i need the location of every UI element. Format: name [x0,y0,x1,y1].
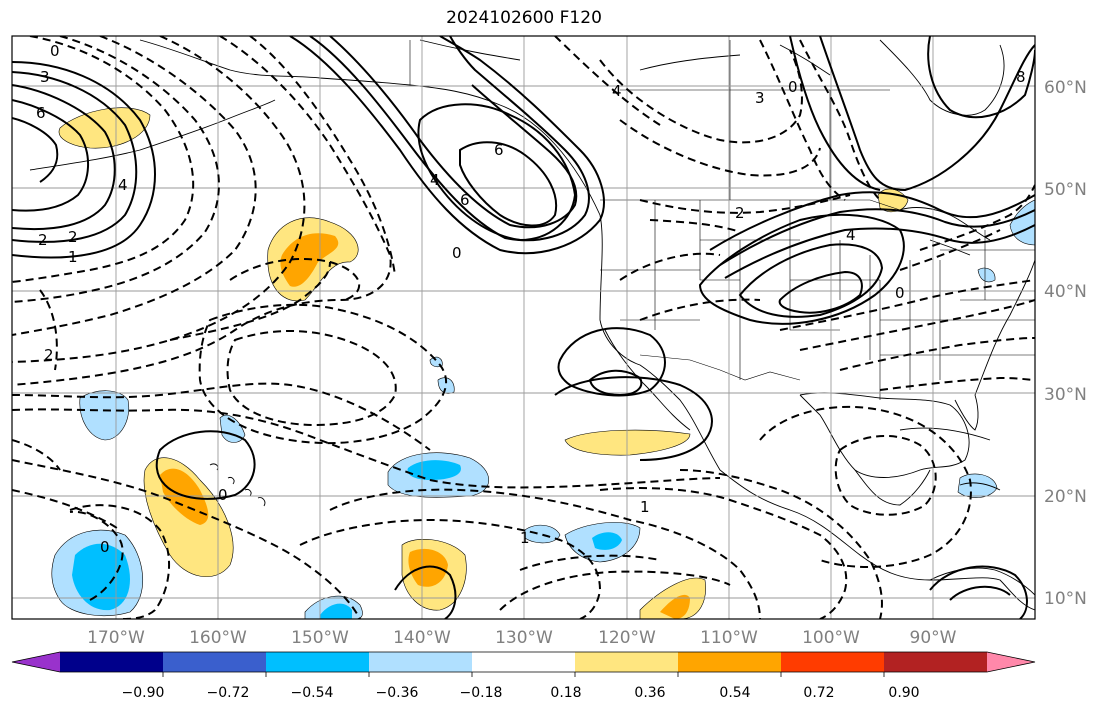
contour-label: 4 [118,176,128,194]
lat-label: 50°N [1044,180,1087,200]
colorbar-tick-label: −0.18 [460,685,503,701]
arctic-islands [419,39,831,76]
longitude-labels: 170°W 160°W 150°W 140°W 130°W 120°W 110°… [87,628,957,648]
us-canada-border [600,199,901,211]
colorbar-segment [369,652,473,672]
positive-anomaly-area [564,429,691,456]
contour-label: 1 [640,498,650,516]
colorbar-tick-label: 0.54 [719,685,750,701]
contour-label: 4 [612,82,622,100]
colorbar-segment [60,652,164,672]
colorbar-extend-low [12,652,60,672]
positive-anomaly-area [639,577,706,619]
contour-label: 4 [846,226,856,244]
lat-label: 40°N [1044,282,1087,302]
contour-label: 0 [100,538,110,556]
contour-label: 3 [755,89,765,107]
colorbar-segment [575,652,679,672]
aleutian-islands [29,99,276,171]
contour-label: 0 [788,78,798,96]
negative-anomaly-core [320,603,352,619]
lon-label: 90°W [910,628,957,648]
negative-anomaly-core [592,532,622,550]
colorbar-tick-label: 0.72 [803,685,834,701]
contour-label: 4 [430,171,440,189]
positive-anomaly-core [660,594,690,619]
contour-label: 6 [494,141,504,159]
contour-label: 0 [895,284,905,302]
colorbar-outline [11,651,1036,673]
colorbar-tick-label: −0.36 [376,685,419,701]
colorbar-segment [678,652,782,672]
colorbar-segment [472,652,576,672]
colorbar [11,651,1036,677]
colorbar-segment [163,652,267,672]
contour-label: 0 [50,42,60,60]
colorbar-segment [781,652,885,672]
us-mexico-border [639,354,801,381]
negative-anomaly-area [957,473,998,498]
positive-contours [12,36,1035,619]
cuba [899,427,991,441]
lon-label: 150°W [291,628,349,648]
lat-label: 20°N [1044,487,1087,507]
colorbar-tick-label: 0.90 [888,685,919,701]
colorbar-tick-label: −0.90 [122,685,165,701]
colorbar-tick-label: 0.36 [634,685,665,701]
lon-label: 130°W [495,628,553,648]
great-lakes-2 [929,239,971,256]
map-content: 0 3 6 4 2 1 2 6 4 0 8 0 4 3 2 6 4 0 1 2 … [12,36,1035,619]
contour-label: 0 [452,244,462,262]
latitude-labels: 60°N 50°N 40°N 30°N 20°N 10°N [1044,78,1087,609]
contour-label: 2 [38,231,48,249]
colorbar-segment [884,652,988,672]
positive-anomaly-core [408,548,448,587]
yucatan [854,469,931,506]
lon-label: 100°W [802,628,860,648]
contour-label: 2 [44,346,54,364]
negative-anomaly-area [79,390,130,441]
lon-label: 110°W [700,628,758,648]
gridlines [12,36,1035,619]
colorbar-ticks: −0.90 −0.72 −0.54 −0.36 −0.18 0.18 0.36 … [122,685,920,701]
colorbar-segment [266,652,370,672]
contour-label: 2 [735,204,745,222]
map-frame [11,35,1036,620]
central-america [929,567,1035,596]
lon-label: 170°W [87,628,145,648]
contour-label: 6 [36,104,46,122]
contour-label: 1 [68,248,78,266]
florida [954,394,979,431]
caribbean [959,482,1001,491]
negative-anomaly-core [407,460,461,480]
contour-label: 0 [218,486,228,504]
contour-labels: 0 3 6 4 2 1 2 6 4 0 8 0 4 3 2 6 4 0 1 2 … [36,42,1026,556]
lat-label: 30°N [1044,385,1087,405]
negative-contours [12,36,1035,619]
negative-anomaly-area [524,524,561,544]
colorbar-extend-high [987,652,1035,672]
contour-label: 3 [40,68,50,86]
baja-peninsula [604,329,691,431]
colorbar-tick-label: −0.72 [207,685,250,701]
contour-label: 8 [1016,68,1026,86]
negative-anomaly-core [72,543,130,611]
contour-label: 1 [520,529,530,547]
hawaii [209,463,266,507]
colorbar-tick-label: −0.54 [291,685,334,701]
lat-label: 60°N [1044,78,1087,98]
east-coast [974,259,1035,396]
colorbar-tick-label: 0.18 [550,685,581,701]
contour-label: 6 [460,191,470,209]
lon-label: 140°W [393,628,451,648]
contour-label: 2 [68,228,78,246]
lon-label: 160°W [189,628,247,648]
lat-label: 10°N [1044,589,1087,609]
map-title: 2024102600 F120 [446,8,602,28]
lon-label: 120°W [598,628,656,648]
